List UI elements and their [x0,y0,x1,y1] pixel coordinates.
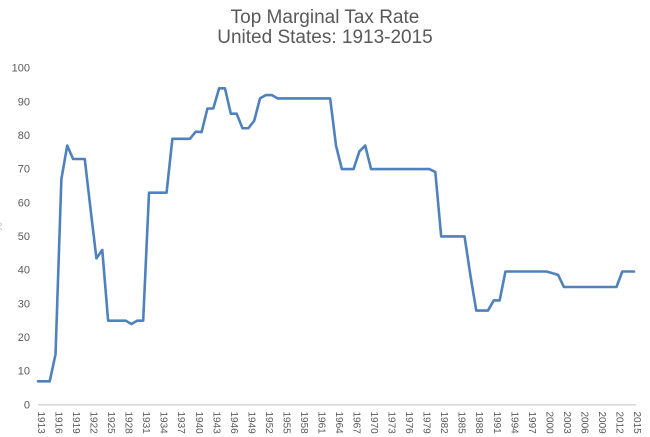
svg-text:2000: 2000 [543,412,554,435]
svg-text:1958: 1958 [298,412,309,435]
svg-text:1934: 1934 [158,412,169,435]
svg-text:1946: 1946 [228,412,239,435]
svg-text:2003: 2003 [561,412,572,435]
svg-text:1940: 1940 [193,412,204,435]
svg-text:80: 80 [18,130,30,142]
svg-text:1991: 1991 [491,412,502,435]
svg-text:70: 70 [18,164,30,176]
svg-text:1976: 1976 [403,412,414,435]
svg-text:60: 60 [18,197,30,209]
svg-text:2009: 2009 [596,412,607,435]
svg-text:1964: 1964 [333,412,344,435]
svg-text:1931: 1931 [140,412,151,435]
svg-text:10: 10 [18,366,30,378]
svg-text:1952: 1952 [263,412,274,435]
svg-text:30: 30 [18,298,30,310]
svg-text:1982: 1982 [438,412,449,435]
svg-text:20: 20 [18,332,30,344]
svg-text:1922: 1922 [88,412,99,435]
svg-text:1988: 1988 [473,412,484,435]
svg-text:1955: 1955 [280,412,291,435]
svg-text:1973: 1973 [386,412,397,435]
svg-text:1919: 1919 [70,412,81,435]
svg-text:2015: 2015 [631,412,642,435]
svg-text:1994: 1994 [508,412,519,435]
svg-text:1967: 1967 [351,412,362,435]
svg-text:0: 0 [24,399,30,411]
svg-text:1997: 1997 [526,412,537,435]
svg-text:%: % [0,222,5,232]
svg-text:1949: 1949 [245,412,256,435]
svg-text:1937: 1937 [175,412,186,435]
svg-text:1913: 1913 [35,412,46,435]
svg-text:1970: 1970 [368,412,379,435]
svg-text:2012: 2012 [614,412,625,435]
svg-text:50: 50 [18,231,30,243]
svg-text:1943: 1943 [210,412,221,435]
svg-text:90: 90 [18,96,30,108]
svg-text:1916: 1916 [53,412,64,435]
svg-text:1961: 1961 [316,412,327,435]
svg-text:1925: 1925 [105,412,116,435]
svg-text:1928: 1928 [123,412,134,435]
svg-text:1985: 1985 [456,412,467,435]
svg-text:2006: 2006 [578,412,589,435]
svg-text:100: 100 [12,63,30,75]
svg-text:1979: 1979 [421,412,432,435]
svg-text:40: 40 [18,265,30,277]
